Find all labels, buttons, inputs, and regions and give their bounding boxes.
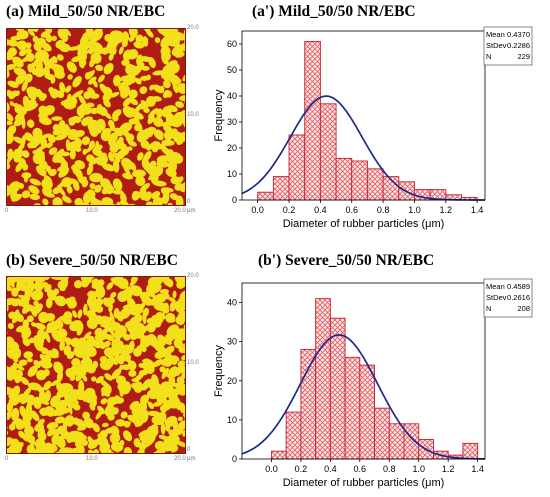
stats-value: 0.2286 bbox=[507, 41, 530, 50]
afm-a-tick-right-top: 20.0 bbox=[187, 25, 199, 31]
histogram-bar bbox=[388, 423, 405, 460]
histogram-bar bbox=[329, 317, 346, 460]
histogram-bar bbox=[374, 407, 390, 460]
panel-b-title: (b) Severe_50/50 NR/EBC bbox=[6, 252, 178, 269]
stats-label: StDev bbox=[486, 41, 507, 50]
x-axis-label: Diameter of rubber particles (μm) bbox=[283, 218, 445, 230]
y-tick-label: 50 bbox=[227, 65, 237, 75]
normal-fit-curve bbox=[241, 334, 486, 460]
stats-value: 0.4589 bbox=[507, 282, 530, 291]
afm-a-tick-bottom-left: 0 bbox=[5, 208, 9, 214]
afm-a-tick-right-mid: 10.0 bbox=[187, 112, 199, 118]
afm-a-unit: μm bbox=[187, 208, 196, 214]
afm-b-tick-right-top: 20.0 bbox=[187, 273, 199, 279]
afm-a-tick-bottom-right: 20.0 bbox=[174, 208, 186, 214]
afm-b-tick-bottom-mid: 10.0 bbox=[86, 456, 98, 462]
histogram-bar bbox=[285, 411, 302, 460]
x-tick-label: 0.8 bbox=[377, 205, 390, 215]
x-tick-label: 1.0 bbox=[408, 205, 421, 215]
histogram-bar bbox=[272, 176, 290, 201]
stats-label: N bbox=[486, 304, 491, 313]
histogram-mild: 0 10 20 30 40 50 60 0.0 0.2 0.4 0.6 0.8 1.0 1.2 1.4 Dia… bbox=[200, 24, 550, 239]
y-tick-label: 30 bbox=[227, 337, 237, 347]
y-tick-label: 60 bbox=[227, 39, 237, 49]
afm-a-tick-right-bottom: 0 bbox=[187, 199, 191, 205]
x-tick-label: 1.4 bbox=[471, 205, 484, 215]
histogram-bar bbox=[288, 134, 306, 201]
afm-b-tick-bottom-right: 20.0 bbox=[174, 456, 186, 462]
x-tick-label: 0.2 bbox=[283, 205, 296, 215]
stats-label: Mean bbox=[486, 30, 505, 39]
histogram-bar bbox=[315, 298, 331, 460]
y-axis-label: Frequency bbox=[213, 89, 225, 141]
afm-b-tick-right-bottom: 0 bbox=[187, 447, 191, 453]
normal-fit-curve bbox=[241, 95, 485, 201]
x-tick-label: 0.4 bbox=[314, 205, 327, 215]
y-tick-label: 10 bbox=[227, 415, 237, 425]
afm-domains bbox=[7, 277, 185, 453]
y-tick-label: 30 bbox=[227, 117, 237, 127]
histogram-bar bbox=[359, 364, 376, 460]
stats-label: StDev bbox=[486, 293, 507, 302]
histogram-bar bbox=[270, 450, 287, 460]
x-tick-label: 0.6 bbox=[354, 464, 367, 474]
afm-domains bbox=[7, 29, 185, 205]
histogram-bar bbox=[257, 191, 274, 201]
afm-image-severe bbox=[6, 276, 186, 454]
x-tick-label: 0.6 bbox=[345, 205, 358, 215]
plot-frame bbox=[241, 282, 486, 460]
afm-a-tick-bottom-mid: 10.0 bbox=[86, 208, 98, 214]
panel-b-prime-title: (b') Severe_50/50 NR/EBC bbox=[258, 252, 435, 269]
histogram-bars bbox=[257, 40, 478, 201]
histogram-severe: 0 10 20 30 40 0.0 0.2 0.4 0.6 0.8 1.0 1.2 1.4 Diamete… bbox=[200, 270, 550, 492]
y-tick-label: 20 bbox=[227, 376, 237, 386]
x-tick-label: 1.4 bbox=[471, 464, 484, 474]
y-tick-label: 40 bbox=[227, 298, 237, 308]
x-tick-label: 0.2 bbox=[295, 464, 308, 474]
afm-b-tick-right-mid: 10.0 bbox=[187, 360, 199, 366]
y-tick-label: 0 bbox=[232, 454, 237, 464]
afm-b-unit: μm bbox=[187, 456, 196, 462]
stats-value: 0.4370 bbox=[507, 30, 530, 39]
x-tick-label: 1.2 bbox=[440, 205, 453, 215]
histogram-bar bbox=[335, 157, 353, 201]
histogram-bar bbox=[304, 40, 321, 201]
stats-value: 229 bbox=[517, 52, 530, 61]
x-tick-label: 1.2 bbox=[442, 464, 455, 474]
afm-image-mild bbox=[6, 28, 186, 206]
plot-frame bbox=[241, 30, 486, 201]
x-tick-label: 0.0 bbox=[251, 205, 264, 215]
y-tick-label: 0 bbox=[232, 195, 237, 205]
histogram-bar bbox=[403, 423, 420, 460]
x-axis-label: Diameter of rubber particles (μm) bbox=[283, 477, 445, 489]
y-tick-label: 40 bbox=[227, 91, 237, 101]
y-tick-label: 20 bbox=[227, 143, 237, 153]
x-tick-label: 0.8 bbox=[383, 464, 396, 474]
histogram-bar bbox=[319, 103, 337, 201]
histogram-bar bbox=[344, 356, 361, 460]
panel-a-title: (a) Mild_50/50 NR/EBC bbox=[6, 3, 166, 20]
stats-value: 0.2616 bbox=[507, 293, 530, 302]
histogram-bar bbox=[366, 168, 384, 201]
y-axis-label: Frequency bbox=[213, 345, 225, 397]
stats-value: 208 bbox=[517, 304, 530, 313]
histogram-bar bbox=[300, 349, 317, 460]
panel-a-prime-title: (a') Mild_50/50 NR/EBC bbox=[252, 3, 416, 20]
stats-label: Mean bbox=[486, 282, 505, 291]
stats-label: N bbox=[486, 52, 491, 61]
y-tick-label: 10 bbox=[227, 169, 237, 179]
x-tick-label: 0.4 bbox=[324, 464, 337, 474]
afm-b-tick-bottom-left: 0 bbox=[5, 456, 9, 462]
x-tick-label: 0.0 bbox=[265, 464, 278, 474]
histogram-bar bbox=[351, 160, 368, 201]
x-tick-label: 1.0 bbox=[412, 464, 425, 474]
histogram-bar bbox=[462, 442, 479, 460]
